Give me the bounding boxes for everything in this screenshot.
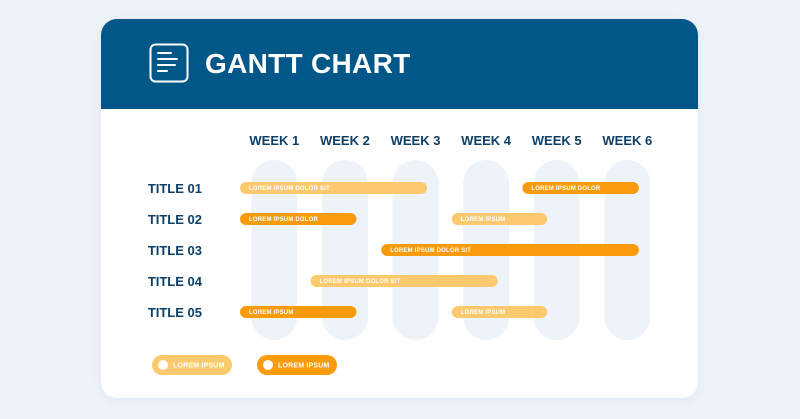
task-bar[interactable] (240, 306, 357, 318)
task-bar-label: LOREM IPSUM DOLOR SIT (390, 248, 471, 254)
task-bar-label: LOREM IPSUM (249, 310, 294, 316)
row-label-3: TITLE 03 (148, 243, 202, 258)
legend-dot-icon (263, 360, 273, 370)
week-column-2 (321, 160, 368, 340)
task-bar-label: LOREM IPSUM DOLOR (531, 186, 601, 192)
legend-pill-light (152, 355, 232, 375)
week-column-1 (251, 160, 298, 340)
week-label-4: WEEK 4 (461, 133, 512, 148)
task-bar-label: LOREM IPSUM DOLOR SIT (320, 279, 401, 285)
legend-label: LOREM IPSUM (278, 363, 330, 370)
task-bar[interactable] (240, 213, 357, 225)
row-label-1: TITLE 01 (148, 181, 202, 196)
task-bar[interactable] (381, 244, 639, 256)
week-label-6: WEEK 6 (602, 133, 652, 148)
legend-pill-dark (257, 355, 337, 375)
week-label-1: WEEK 1 (249, 133, 299, 148)
header-banner: GANTT CHART (101, 19, 698, 109)
row-label-5: TITLE 05 (148, 305, 202, 320)
task-bar-label: LOREM IPSUM (461, 310, 506, 316)
chart-title: GANTT CHART (205, 48, 411, 79)
row-label-2: TITLE 02 (148, 212, 202, 227)
task-bar[interactable] (451, 306, 548, 318)
legend-label: LOREM IPSUM (173, 363, 225, 370)
task-bar[interactable] (451, 213, 548, 225)
task-bar[interactable] (240, 182, 428, 194)
task-bar-label: LOREM IPSUM DOLOR SIT (249, 186, 330, 192)
week-label-2: WEEK 2 (320, 133, 370, 148)
week-label-5: WEEK 5 (532, 133, 582, 148)
task-bar[interactable] (310, 275, 498, 287)
week-label-3: WEEK 3 (391, 133, 441, 148)
legend-dot-icon (158, 360, 168, 370)
row-label-4: TITLE 04 (148, 274, 203, 289)
task-bar[interactable] (522, 182, 639, 194)
document-lines-icon (149, 43, 189, 83)
task-bar-label: LOREM IPSUM (461, 217, 506, 223)
task-bar-label: LOREM IPSUM DOLOR (249, 217, 319, 223)
gantt-card: GANTT CHART (101, 19, 698, 398)
